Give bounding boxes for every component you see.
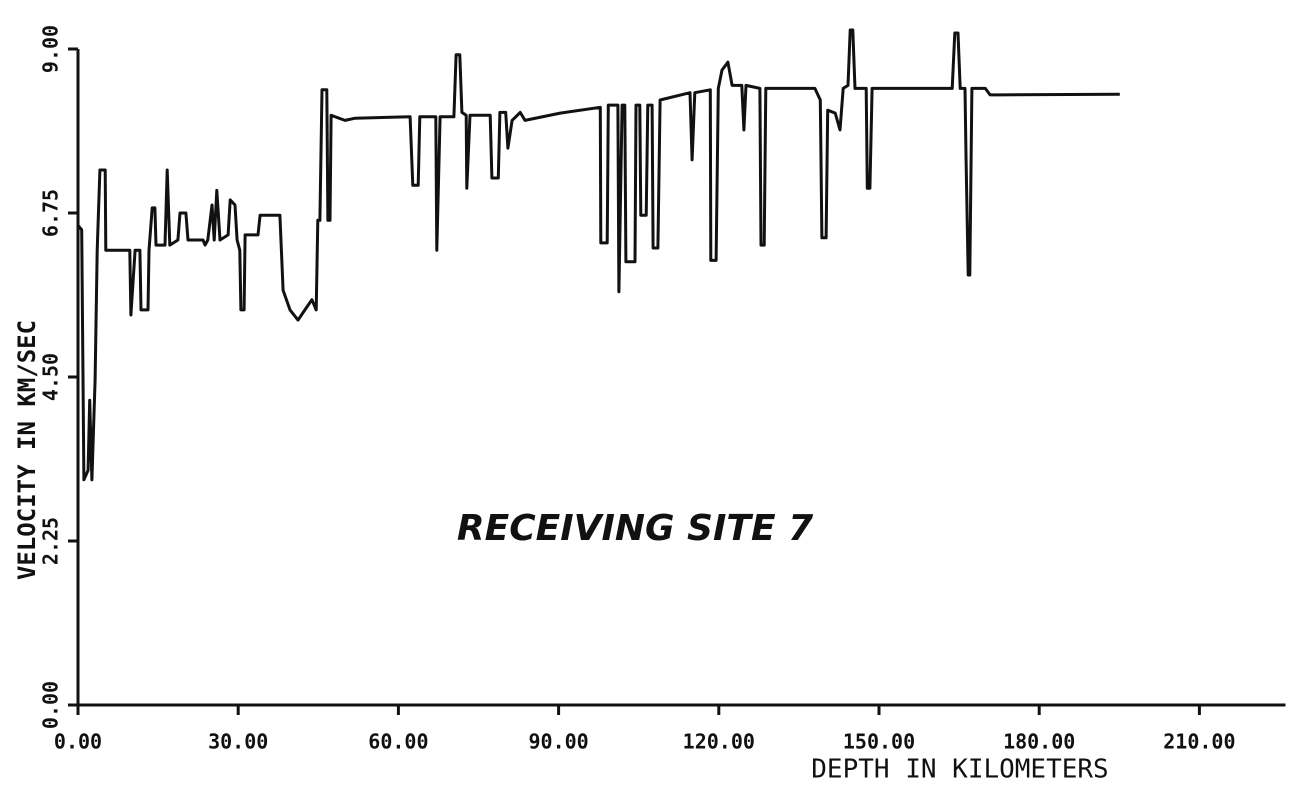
x-tick-label: 90.00 xyxy=(528,730,588,754)
y-tick-label: 0.00 xyxy=(39,681,63,729)
x-tick-label: 60.00 xyxy=(368,730,428,754)
x-tick-label: 120.00 xyxy=(683,730,755,754)
x-tick-label: 30.00 xyxy=(208,730,268,754)
y-tick-label: 9.00 xyxy=(39,25,63,73)
y-axis-label: VELOCITY IN KM/SEC xyxy=(13,320,41,580)
data-line xyxy=(76,28,1120,482)
x-axis-label: DEPTH IN KILOMETERS xyxy=(811,755,1108,785)
annotation: RECEIVING SITE 7 xyxy=(457,508,813,549)
x-tick-label: 180.00 xyxy=(1003,730,1075,754)
x-tick-label: 210.00 xyxy=(1163,730,1235,754)
y-tick-label: 2.25 xyxy=(39,517,63,565)
x-tick-label: 0.00 xyxy=(54,730,102,754)
x-tick-label: 150.00 xyxy=(843,730,915,754)
y-tick-label: 6.75 xyxy=(39,189,63,237)
y-tick-label: 4.50 xyxy=(39,353,63,401)
